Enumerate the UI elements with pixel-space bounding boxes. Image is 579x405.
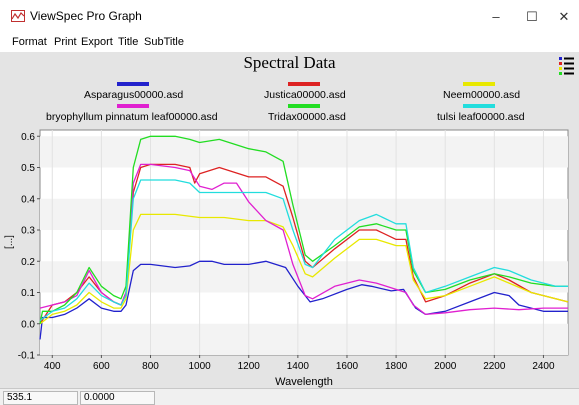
- title-bar: ViewSpec Pro Graph – ☐ ✕: [0, 0, 579, 34]
- x-tick-label: 1200: [238, 361, 261, 372]
- legend-label-tulsi: tulsi leaf00000.asd: [437, 111, 525, 123]
- status-x-value: 535.1: [3, 391, 78, 405]
- legend-label-tridax: Tridax00000.asd: [268, 111, 346, 123]
- y-tick-label: 0.4: [21, 194, 35, 205]
- x-tick-label: 1000: [189, 361, 212, 372]
- x-tick-label: 1400: [287, 361, 310, 372]
- x-tick-label: 2200: [483, 361, 506, 372]
- x-tick-label: 1800: [385, 361, 408, 372]
- menu-format[interactable]: Format: [12, 36, 47, 48]
- y-tick-label: 0.1: [21, 288, 35, 299]
- y-tick-label: 0.0: [21, 319, 35, 330]
- legend-swatch-bryophyllum: [117, 104, 149, 108]
- y-tick-label: -0.1: [18, 351, 36, 362]
- legend-swatch-tulsi: [463, 104, 495, 108]
- minimize-button[interactable]: –: [492, 9, 500, 24]
- series-line-4: [39, 135, 568, 324]
- y-axis-label: [...]: [4, 235, 15, 249]
- series-lines: [39, 135, 569, 340]
- menu-title[interactable]: Title: [118, 36, 139, 48]
- grid-band: [40, 261, 568, 293]
- spectral-plot[interactable]: 400 600 800 1000 1200 1400 1600 1800 2000 2200 240…: [0, 52, 579, 388]
- x-tick-label: 2400: [532, 361, 555, 372]
- status-bar: 535.1 0.0000: [0, 388, 579, 405]
- app-icon: [11, 10, 25, 22]
- menu-print[interactable]: Print: [54, 36, 77, 48]
- legend-label-asparagus: Asparagus00000.asd: [84, 89, 184, 101]
- y-ticks: -0.1 0.0 0.1 0.2 0.3 0.4 0.5 0.6: [18, 132, 40, 362]
- legend-swatch-asparagus: [117, 82, 149, 86]
- x-tick-label: 600: [93, 361, 110, 372]
- legend-label-justica: Justica00000.asd: [264, 89, 346, 101]
- legend-label-bryophyllum: bryophyllum pinnatum leaf00000.asd: [46, 111, 218, 123]
- close-button[interactable]: ✕: [558, 9, 570, 24]
- legend-label-neem: Neem00000.asd: [443, 89, 521, 101]
- y-tick-label: 0.6: [21, 132, 35, 143]
- status-y-value: 0.0000: [80, 391, 155, 405]
- legend-swatch-justica: [288, 82, 320, 86]
- grid-band: [40, 323, 568, 355]
- y-tick-label: 0.3: [21, 226, 35, 237]
- series-line-5: [39, 179, 568, 322]
- chart-title: Spectral Data: [243, 53, 336, 72]
- legend-swatch-tridax: [288, 104, 320, 108]
- x-tick-label: 1600: [336, 361, 359, 372]
- menu-subtitle[interactable]: SubTitle: [144, 36, 184, 48]
- series-list-icon[interactable]: [559, 56, 575, 78]
- y-tick-label: 0.5: [21, 163, 35, 174]
- grid-band: [40, 198, 568, 230]
- window-title: ViewSpec Pro Graph: [30, 9, 142, 23]
- x-axis-label: Wavelength: [275, 376, 333, 388]
- x-ticks: 400 600 800 1000 1200 1400 1600 1800 2000 2200 240…: [44, 355, 555, 372]
- y-tick-label: 0.2: [21, 257, 35, 268]
- x-tick-label: 400: [44, 361, 61, 372]
- legend-swatch-neem: [463, 82, 495, 86]
- grid-band: [40, 136, 568, 168]
- menu-bar: Format Print Export Title SubTitle: [0, 34, 579, 52]
- series-line-2: [39, 213, 569, 325]
- x-tick-label: 2000: [434, 361, 457, 372]
- series-line-0: [39, 260, 568, 340]
- x-tick-label: 800: [142, 361, 159, 372]
- menu-export[interactable]: Export: [81, 36, 113, 48]
- maximize-button[interactable]: ☐: [526, 9, 538, 24]
